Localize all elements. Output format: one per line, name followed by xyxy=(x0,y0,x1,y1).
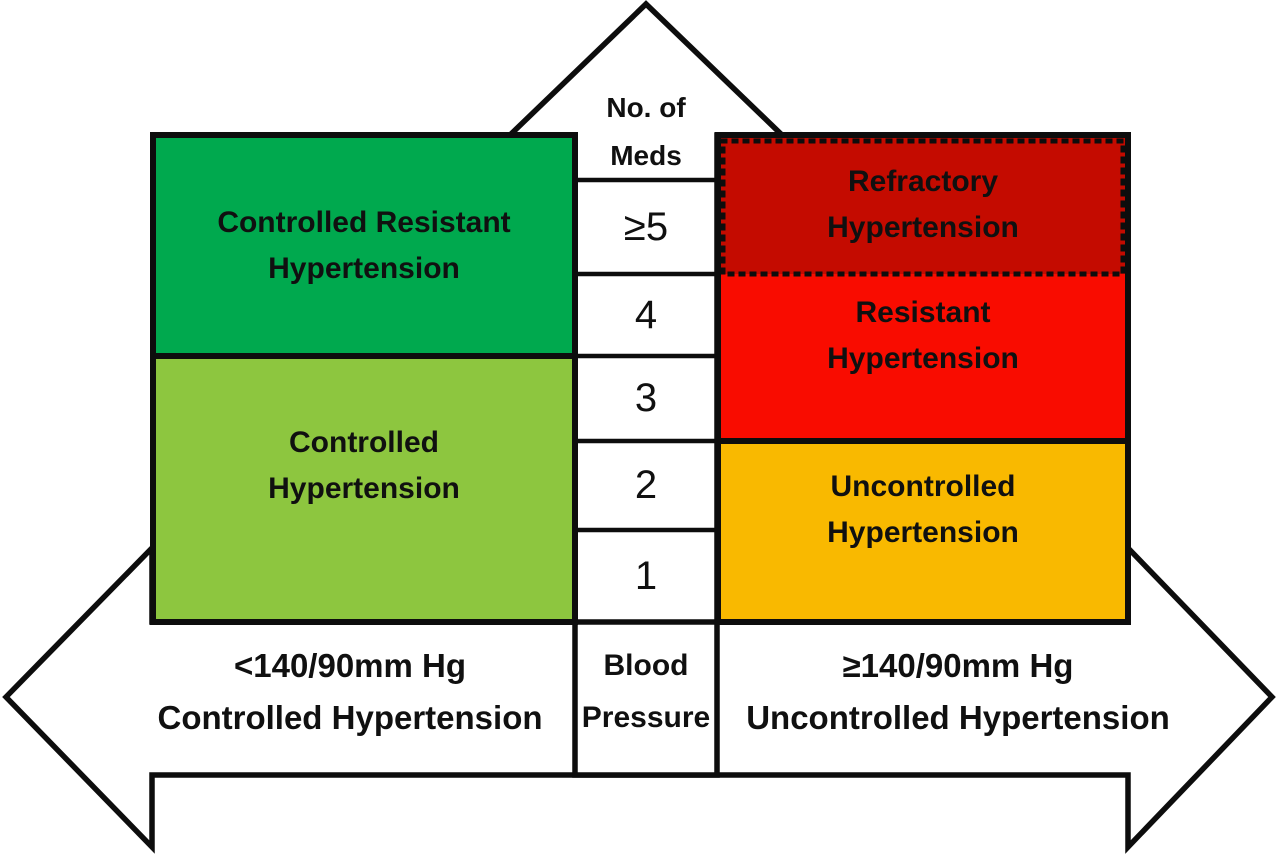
uncontrolled-box xyxy=(715,438,1131,625)
controlled-box xyxy=(150,353,578,625)
refractory-box xyxy=(718,135,1128,274)
refractory-dotted-border xyxy=(720,138,1126,277)
refractory-solid-outer-border xyxy=(715,132,1131,274)
resistant-box xyxy=(715,274,1131,444)
controlled-resistant-box xyxy=(150,132,578,359)
